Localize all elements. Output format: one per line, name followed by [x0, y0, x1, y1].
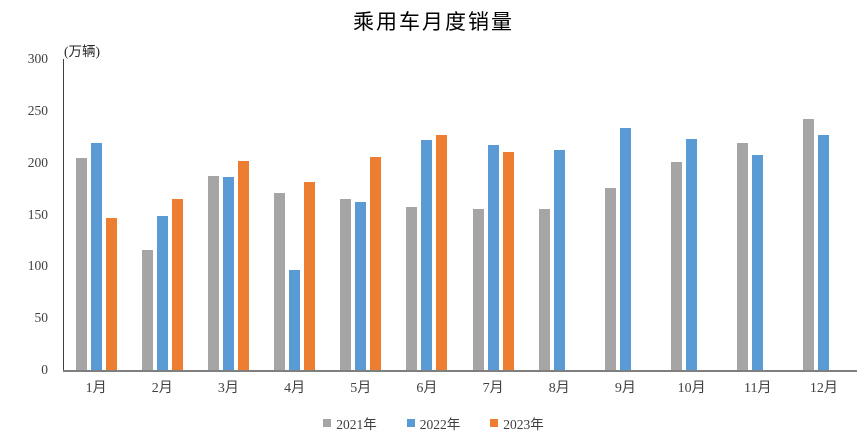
legend-item-2021: 2021年 [323, 413, 377, 433]
legend-label-2023: 2023年 [503, 417, 544, 432]
y-axis-tick-label: 300 [27, 51, 48, 66]
legend-label-2021: 2021年 [336, 417, 377, 432]
legend-swatch-2023 [490, 419, 499, 427]
bar-2022年-8月 [553, 149, 565, 370]
bar-2021年-9月 [604, 188, 616, 370]
bar-2021年-7月 [472, 209, 484, 370]
bar-2022年-12月 [818, 135, 830, 370]
y-axis-tick-label: 200 [27, 154, 48, 170]
x-axis-tick-label-2月: 2月 [151, 381, 173, 396]
bar-2022年-5月 [355, 201, 367, 370]
bar-2022年-11月 [752, 154, 764, 370]
legend-item-2023: 2023年 [490, 413, 544, 433]
y-axis-line [63, 59, 64, 371]
bar-2021年-11月 [737, 142, 749, 370]
bar-2023年-4月 [304, 182, 316, 370]
chart-title: 乘用车月度销量 [353, 10, 514, 34]
bar-2023年-5月 [370, 157, 382, 370]
x-axis-tick-label-11月: 11月 [743, 381, 772, 396]
y-axis-tick-label: 50 [34, 310, 49, 326]
bar-2022年-1月 [90, 143, 102, 370]
x-axis-tick-label-6月: 6月 [416, 381, 438, 396]
bar-2021年-4月 [274, 193, 286, 370]
bar-2023年-2月 [171, 198, 183, 370]
x-axis-tick-label-3月: 3月 [217, 381, 239, 396]
legend-swatch-2021 [323, 419, 332, 427]
bar-2022年-4月 [289, 269, 301, 370]
bar-2022年-7月 [487, 144, 499, 370]
bar-2021年-8月 [538, 209, 550, 370]
bar-2021年-2月 [141, 250, 153, 370]
bar-2022年-3月 [222, 176, 234, 370]
bar-2021年-10月 [671, 161, 683, 370]
legend: 2021年 2022年 2023年 [0, 413, 867, 433]
x-axis-tick-label-5月: 5月 [350, 381, 372, 396]
bar-2022年-2月 [156, 215, 168, 370]
bar-2023年-6月 [436, 134, 448, 370]
x-axis-tick-label-7月: 7月 [482, 381, 504, 396]
bar-2021年-6月 [406, 207, 418, 370]
bar-2023年-7月 [502, 152, 514, 370]
y-axis-unit-label: (万辆) [64, 44, 100, 59]
bar-2022年-9月 [619, 128, 631, 370]
bar-2023年-3月 [237, 160, 249, 370]
bar-2021年-5月 [340, 199, 352, 370]
x-axis-tick-label-9月: 9月 [614, 381, 636, 396]
x-axis-line [63, 370, 857, 372]
y-axis-tick-label: 250 [27, 102, 48, 118]
y-axis-tick-label: 100 [27, 258, 48, 274]
x-axis-tick-label-8月: 8月 [548, 381, 570, 396]
legend-swatch-2022 [406, 419, 415, 427]
bar-2022年-6月 [421, 139, 433, 370]
bar-2022年-10月 [686, 138, 698, 370]
x-axis-tick-label-10月: 10月 [677, 381, 706, 396]
y-axis-tick-label: 0 [41, 362, 48, 377]
bar-2021年-3月 [207, 175, 219, 370]
legend-item-2022: 2022年 [406, 413, 461, 433]
legend-label-2022: 2022年 [419, 417, 461, 432]
bar-2023年-1月 [105, 217, 117, 370]
x-axis-tick-label-4月: 4月 [284, 381, 306, 396]
x-axis-tick-label-12月: 12月 [809, 381, 838, 396]
y-axis-tick-label: 150 [27, 206, 48, 222]
bar-2021年-1月 [75, 158, 87, 370]
x-axis-tick-label-1月: 1月 [85, 381, 107, 396]
bar-2021年-12月 [803, 118, 815, 370]
